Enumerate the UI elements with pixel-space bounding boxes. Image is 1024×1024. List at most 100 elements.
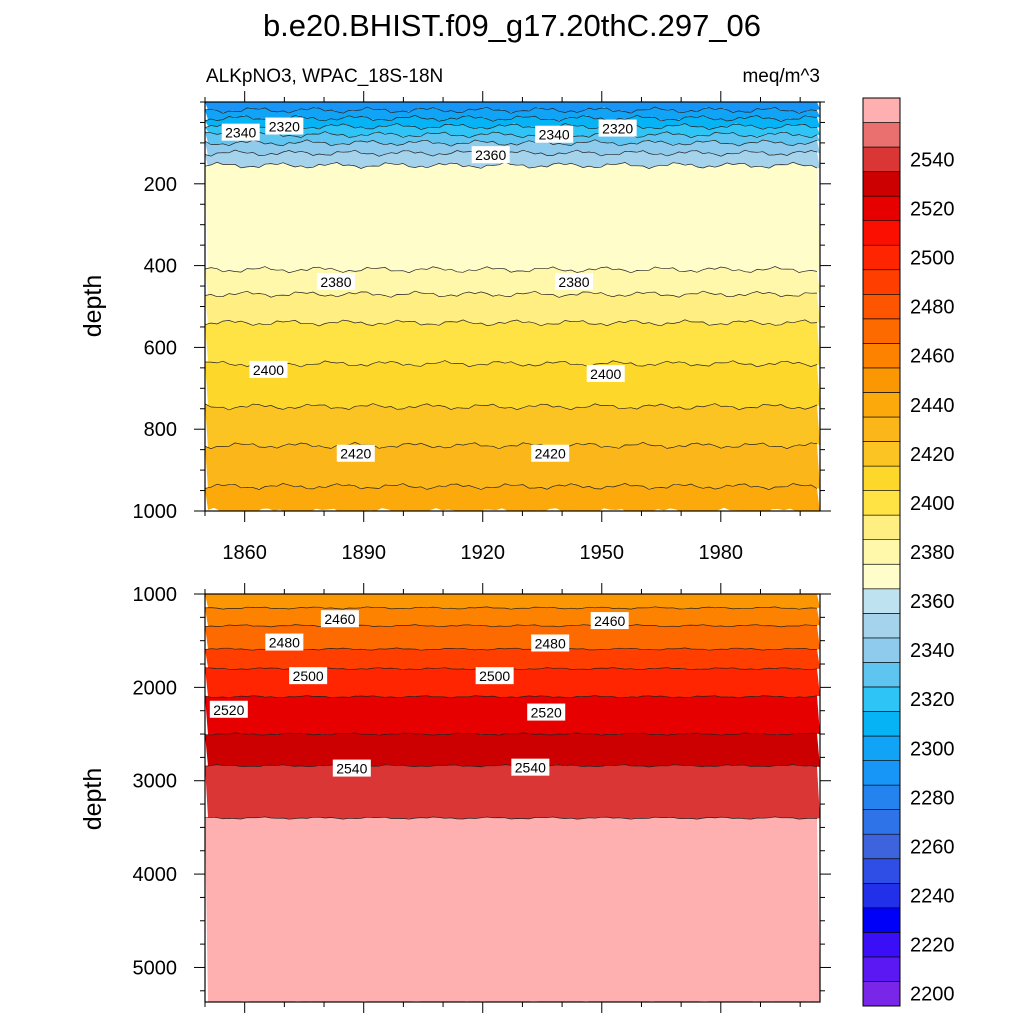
- colorbar-swatch: [862, 122, 901, 148]
- top-contour-line: [205, 114, 818, 122]
- left-subtitle: ALKpNO3, WPAC_18S-18N: [206, 66, 443, 87]
- colorbar-swatch: [862, 539, 901, 565]
- colorbar-swatch: [862, 490, 901, 516]
- svg-text:2420: 2420: [535, 446, 566, 462]
- bottom-y-tick-label: 4000: [133, 864, 178, 886]
- top-contour-line: [205, 161, 818, 169]
- bottom-y-tick-label: 5000: [133, 957, 178, 979]
- svg-text:2340: 2340: [539, 127, 570, 143]
- bottom-contour-label: 2520: [209, 700, 248, 718]
- bottom-contour-label: 2520: [527, 703, 566, 721]
- bottom-contour-line: [205, 695, 818, 699]
- bottom-panel-plot: 2460 2480 2500 2520 2460 2480 2500 2520 2540 2540…: [133, 583, 831, 1013]
- colorbar-swatch: [862, 833, 901, 860]
- colorbar-swatch: [862, 588, 901, 614]
- top-contour-line: [205, 360, 818, 368]
- bottom-contour-band: [205, 594, 820, 610]
- top-y-axis-label: depth: [79, 275, 107, 338]
- top-contour-line: [205, 106, 818, 114]
- top-contour-band: [205, 162, 820, 273]
- bottom-contour-label: 2480: [531, 634, 570, 652]
- bottom-contour-line: [205, 624, 818, 628]
- top-contour-label: 2340: [535, 125, 574, 143]
- top-contour-label: 2380: [316, 272, 355, 290]
- top-contour-line: [205, 442, 818, 450]
- bottom-contour-line: [205, 647, 818, 651]
- figure-title: b.e20.BHIST.f09_g17.20thC.297_06: [263, 8, 761, 43]
- svg-text:2380: 2380: [558, 274, 589, 290]
- colorbar-swatch: [862, 293, 901, 320]
- bottom-contour-band: [205, 647, 820, 670]
- x-tick-label: 1920: [460, 542, 505, 564]
- svg-text:2340: 2340: [225, 125, 256, 141]
- colorbar-swatch: [862, 613, 901, 639]
- colorbar-label: 2400: [910, 493, 955, 515]
- colorbar-swatch: [862, 244, 901, 270]
- top-panel-plot: 2340 2320 2360 2340 2320 2380 2380 2400 2400 2420…: [133, 91, 831, 564]
- top-y-tick-label: 1000: [133, 501, 178, 523]
- svg-text:2480: 2480: [535, 635, 566, 651]
- bottom-contour-line: [205, 606, 818, 610]
- colorbar-label: 2300: [910, 738, 955, 760]
- top-contour-band: [205, 150, 820, 169]
- colorbar-swatch: [862, 956, 901, 982]
- svg-text:2500: 2500: [479, 668, 510, 684]
- colorbar-swatch: [862, 784, 901, 810]
- top-contour-label: 2420: [531, 444, 570, 462]
- top-contour-band: [205, 319, 820, 367]
- colorbar-swatch: [862, 907, 901, 933]
- top-y-tick-label: 200: [144, 174, 177, 196]
- colorbar-swatch: [862, 932, 901, 958]
- colorbar-swatch: [862, 441, 901, 467]
- colorbar-swatch: [862, 662, 901, 688]
- colorbar-swatch: [862, 195, 901, 221]
- colorbar-swatch: [862, 269, 901, 295]
- colorbar-swatch: [862, 465, 901, 491]
- colorbar-swatch: [862, 735, 901, 761]
- svg-text:2380: 2380: [320, 274, 351, 290]
- top-contour-line: [205, 131, 818, 139]
- svg-text:2520: 2520: [531, 705, 562, 721]
- top-contour-band: [205, 360, 820, 410]
- svg-text:2400: 2400: [590, 366, 621, 382]
- bottom-contour-line: [205, 764, 818, 768]
- colorbar: 2200 2220 2240 2260 2280 2300 2320 2340 2360 2380…: [862, 97, 955, 1007]
- colorbar-label: 2420: [910, 444, 955, 466]
- bottom-contour-band: [205, 732, 820, 767]
- svg-text:2420: 2420: [340, 446, 371, 462]
- x-tick-label: 1860: [222, 542, 267, 564]
- colorbar-swatch: [862, 392, 901, 418]
- top-contour-line: [205, 403, 818, 411]
- colorbar-swatch: [862, 563, 901, 590]
- bottom-contour-band: [205, 816, 820, 1002]
- bottom-contour-label: 2540: [332, 759, 371, 777]
- svg-text:2360: 2360: [475, 147, 506, 163]
- colorbar-label: 2380: [910, 542, 955, 564]
- colorbar-swatch: [862, 146, 901, 172]
- top-y-tick-label: 400: [144, 256, 177, 278]
- top-contour-line: [205, 483, 818, 490]
- top-contour-label: 2320: [265, 117, 304, 135]
- bottom-contour-label: 2460: [320, 610, 359, 628]
- top-contour-band: [205, 483, 820, 511]
- colorbar-label: 2500: [910, 248, 955, 270]
- bottom-contour-band: [205, 606, 820, 627]
- svg-text:2460: 2460: [594, 613, 625, 629]
- colorbar-label: 2360: [910, 591, 955, 613]
- bottom-y-axis-label: depth: [79, 768, 107, 831]
- colorbar-swatch: [862, 882, 901, 909]
- colorbar-label: 2220: [910, 935, 955, 957]
- bottom-contour-line: [205, 732, 818, 736]
- colorbar-label: 2320: [910, 689, 955, 711]
- bottom-contour-band: [205, 695, 820, 736]
- colorbar-label: 2200: [910, 984, 955, 1006]
- top-contour-band: [205, 403, 820, 449]
- colorbar-swatch: [862, 686, 901, 712]
- top-contour-line: [205, 266, 818, 274]
- top-contour-label: 2340: [221, 123, 260, 141]
- colorbar-swatch: [862, 171, 901, 197]
- top-contour-band: [205, 123, 820, 138]
- bottom-contour-label: 2500: [289, 667, 328, 685]
- colorbar-swatch: [862, 97, 901, 123]
- x-tick-label: 1980: [699, 542, 744, 564]
